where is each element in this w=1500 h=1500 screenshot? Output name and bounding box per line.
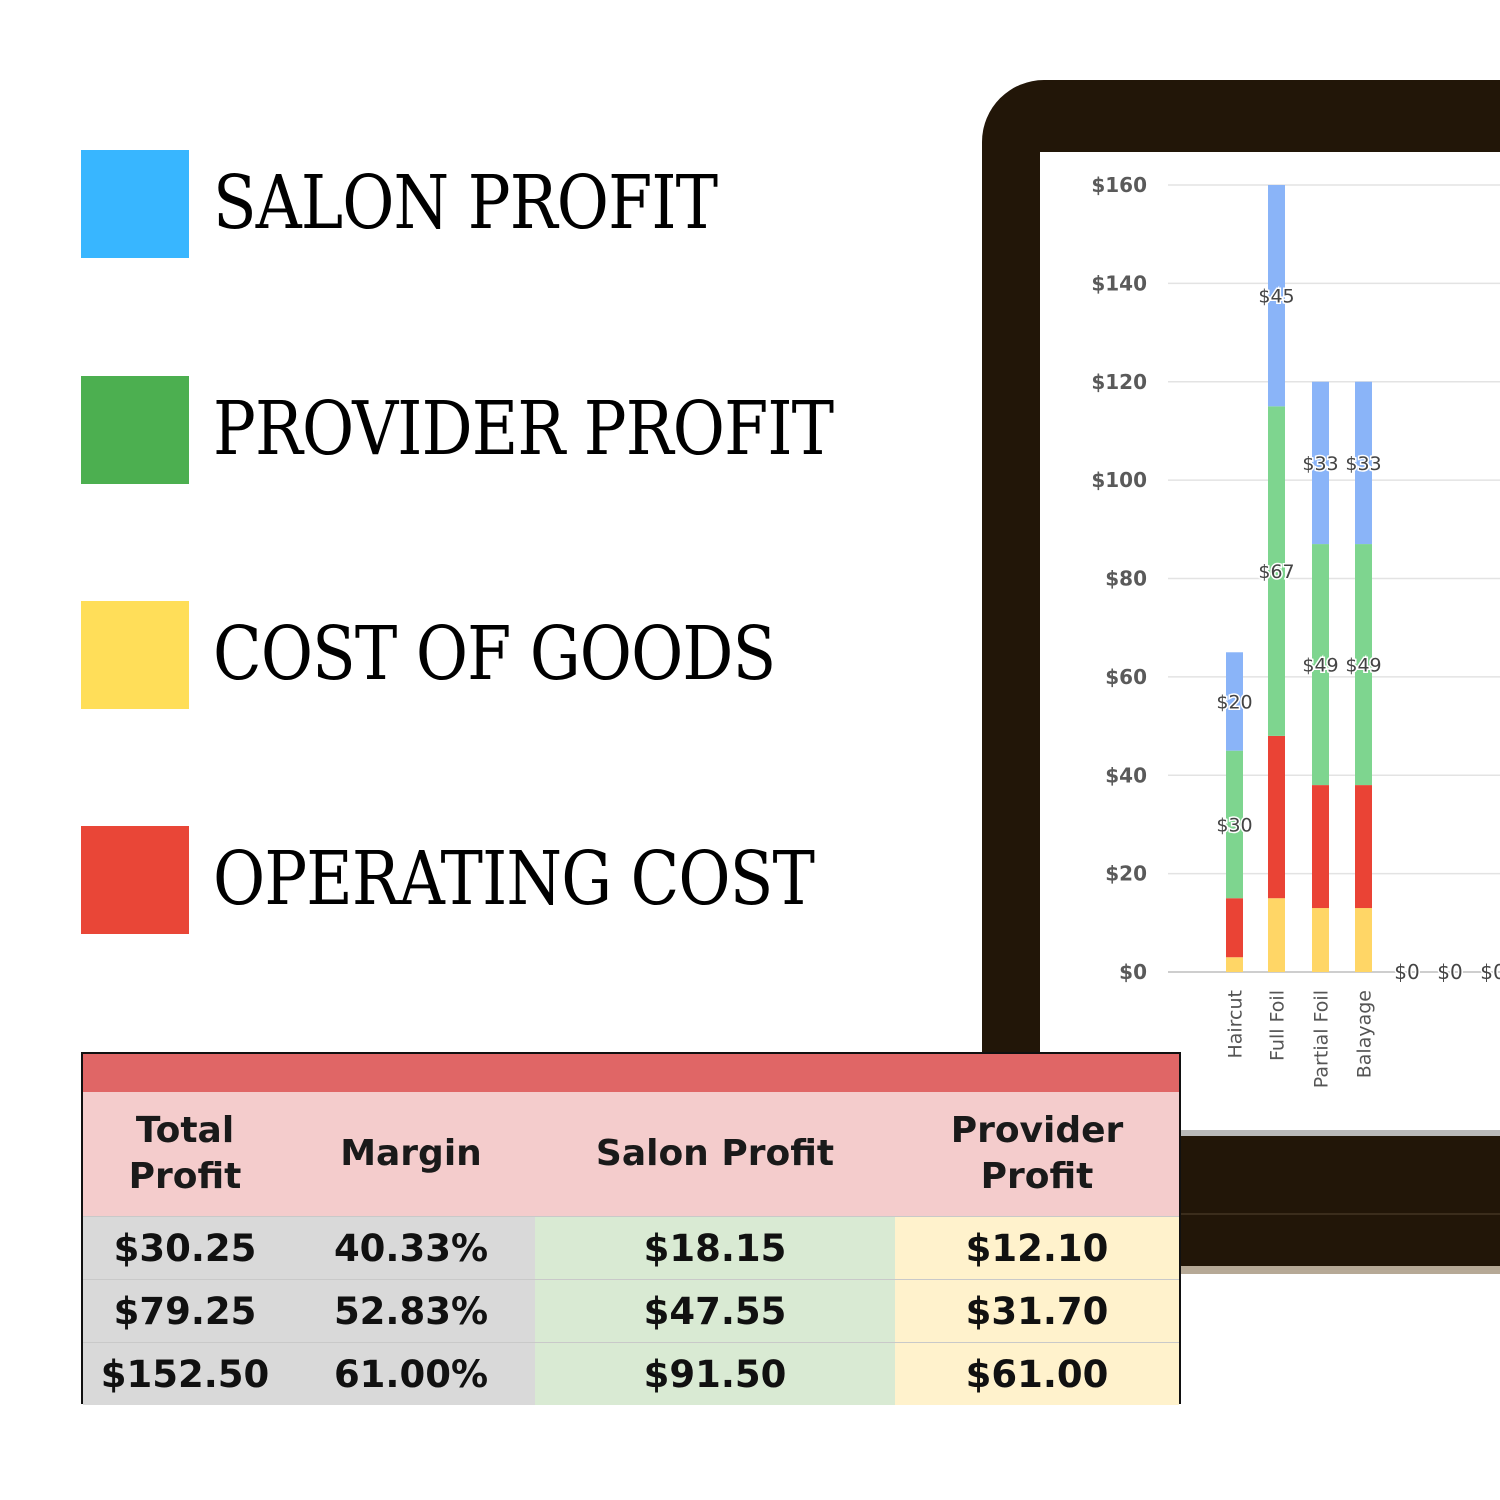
- header-provider-profit-line1: Provider: [950, 1110, 1124, 1151]
- y-tick-label: $100: [1091, 468, 1147, 492]
- y-tick-label: $120: [1091, 370, 1147, 394]
- operating-cost-label: OPERATING COST: [213, 836, 815, 922]
- data-label: $33: [1302, 453, 1338, 475]
- data-label: $33: [1345, 453, 1381, 475]
- bar-segment: [1268, 898, 1285, 972]
- cell-total-profit: $30.25: [83, 1217, 287, 1279]
- bar-segment: [1355, 381, 1372, 545]
- y-tick-label: $40: [1105, 763, 1147, 787]
- zero-value-label: $0: [1394, 960, 1419, 984]
- bar-segment: [1355, 544, 1372, 786]
- zero-value-label: $0: [1480, 960, 1500, 984]
- provider-profit-label: PROVIDER PROFIT: [213, 386, 834, 472]
- stacked-bar-chart: $0 $20 $40 $60 $80 $100 $120 $140 $160 Haircut Ful…: [1091, 173, 1500, 1088]
- table-header-band: [83, 1054, 1179, 1092]
- cost-of-goods-swatch: [81, 601, 189, 709]
- profit-table: Total Profit Margin Salon Profit Provider…: [81, 1052, 1181, 1405]
- salon-profit-label: SALON PROFIT: [213, 160, 718, 246]
- bar-segment: [1312, 785, 1329, 909]
- cell-provider-profit: $61.00: [895, 1343, 1179, 1405]
- bar-segment: [1268, 735, 1285, 899]
- cell-salon-profit: $18.15: [535, 1217, 895, 1279]
- header-provider-profit-line2: Profit: [980, 1156, 1094, 1197]
- header-total-profit-line1: Total: [135, 1110, 235, 1151]
- x-category-label: Partial Foil: [1311, 990, 1333, 1088]
- operating-cost-swatch: [81, 826, 189, 934]
- y-tick-label: $140: [1091, 271, 1147, 295]
- data-label: $30: [1216, 814, 1252, 836]
- bar-segment: [1312, 544, 1329, 786]
- header-salon-profit-text: Salon Profit: [595, 1133, 835, 1174]
- laptop-screen: $0 $20 $40 $60 $80 $100 $120 $140 $160 Haircut Ful…: [1040, 152, 1500, 1130]
- cell-salon-profit: $91.50: [535, 1343, 895, 1405]
- cell-total-profit: $79.25: [83, 1280, 287, 1342]
- x-category-label: Balayage: [1354, 990, 1376, 1078]
- cell-margin: 52.83%: [287, 1280, 535, 1342]
- header-salon-profit: Salon Profit: [535, 1092, 895, 1216]
- data-label: $49: [1302, 655, 1338, 677]
- bar-segment: [1268, 185, 1285, 407]
- table-row: $79.25 52.83% $47.55 $31.70: [83, 1279, 1179, 1342]
- header-margin-text: Margin: [340, 1133, 482, 1174]
- bar-segment: [1226, 652, 1243, 751]
- x-category-label: Full Foil: [1267, 990, 1289, 1061]
- bar-segment: [1355, 908, 1372, 972]
- y-tick-label: $0: [1119, 960, 1147, 984]
- bar-segment: [1268, 406, 1285, 736]
- y-tick-label: $60: [1105, 665, 1147, 689]
- zero-value-label: $0: [1437, 960, 1462, 984]
- data-label: $67: [1258, 561, 1294, 583]
- y-tick-label: $20: [1105, 862, 1147, 886]
- bar-segment: [1226, 957, 1243, 972]
- cost-of-goods-label: COST OF GOODS: [213, 611, 776, 697]
- table-row: $152.50 61.00% $91.50 $61.00: [83, 1342, 1179, 1405]
- data-label: $49: [1345, 655, 1381, 677]
- cell-margin: 40.33%: [287, 1217, 535, 1279]
- bar-segment: [1226, 898, 1243, 958]
- provider-profit-swatch: [81, 376, 189, 484]
- bar-segment: [1312, 381, 1329, 545]
- bar-segment: [1226, 750, 1243, 899]
- table-header-row: Total Profit Margin Salon Profit Provider…: [83, 1092, 1179, 1216]
- cell-margin: 61.00%: [287, 1343, 535, 1405]
- header-margin: Margin: [287, 1092, 535, 1216]
- table-row: $30.25 40.33% $18.15 $12.10: [83, 1216, 1179, 1279]
- data-label: $45: [1258, 286, 1294, 308]
- cell-salon-profit: $47.55: [535, 1280, 895, 1342]
- screen-bottom-edge: [1010, 1130, 1500, 1136]
- bar-segment: [1312, 908, 1329, 972]
- x-category-label: Haircut: [1225, 990, 1247, 1059]
- cell-provider-profit: $31.70: [895, 1280, 1179, 1342]
- bar-segment: [1355, 785, 1372, 909]
- salon-profit-swatch: [81, 150, 189, 258]
- header-provider-profit: Provider Profit: [895, 1092, 1179, 1216]
- cell-provider-profit: $12.10: [895, 1217, 1179, 1279]
- data-label: $20: [1216, 691, 1252, 713]
- y-tick-label: $160: [1091, 173, 1147, 197]
- header-total-profit-line2: Profit: [128, 1156, 242, 1197]
- y-tick-label: $80: [1105, 567, 1147, 591]
- laptop-hinge: [1180, 1213, 1500, 1215]
- cell-total-profit: $152.50: [83, 1343, 287, 1405]
- header-total-profit: Total Profit: [83, 1092, 287, 1216]
